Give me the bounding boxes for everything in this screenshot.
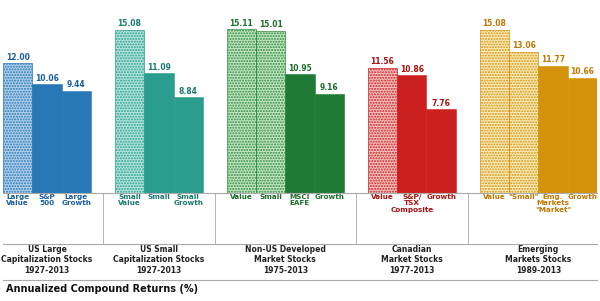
- Bar: [509, 51, 538, 193]
- Bar: [115, 30, 144, 193]
- Text: Value: Value: [230, 194, 253, 200]
- Text: Annualized Compound Returns (%): Annualized Compound Returns (%): [6, 284, 198, 294]
- Bar: [314, 94, 344, 193]
- Text: Small
Value: Small Value: [118, 194, 141, 206]
- Bar: [368, 68, 397, 193]
- Text: 15.08: 15.08: [482, 20, 506, 29]
- Text: Value: Value: [371, 194, 394, 200]
- Text: 15.01: 15.01: [259, 20, 283, 29]
- Bar: [397, 75, 427, 193]
- Text: 9.16: 9.16: [320, 83, 338, 92]
- Text: Non-US Developed
Market Stocks
1975-2013: Non-US Developed Market Stocks 1975-2013: [245, 245, 326, 275]
- Text: 11.09: 11.09: [147, 63, 171, 72]
- Text: 15.11: 15.11: [229, 19, 253, 28]
- Text: Small: Small: [259, 194, 282, 200]
- Text: Large
Value: Large Value: [6, 194, 29, 206]
- Bar: [256, 30, 286, 193]
- Text: 7.76: 7.76: [432, 98, 451, 107]
- Text: Growth: Growth: [426, 194, 456, 200]
- Text: 12.00: 12.00: [6, 53, 29, 62]
- Text: Emerging
Markets Stocks
1989-2013: Emerging Markets Stocks 1989-2013: [505, 245, 571, 275]
- Bar: [479, 30, 509, 193]
- Bar: [173, 97, 203, 193]
- Text: Growth: Growth: [314, 194, 344, 200]
- Text: MSCI
EAFE: MSCI EAFE: [290, 194, 310, 206]
- Text: 10.66: 10.66: [571, 67, 594, 76]
- Bar: [509, 51, 538, 193]
- Text: US Large
Capitalization Stocks
1927-2013: US Large Capitalization Stocks 1927-2013: [1, 245, 92, 275]
- Text: Small: Small: [148, 194, 170, 200]
- Bar: [256, 30, 286, 193]
- Text: Value: Value: [483, 194, 506, 200]
- Text: 15.08: 15.08: [118, 20, 142, 29]
- Bar: [3, 63, 32, 193]
- Text: 11.56: 11.56: [371, 57, 394, 67]
- Text: Emg.
Markets
"Market": Emg. Markets "Market": [535, 194, 571, 213]
- Bar: [286, 74, 314, 193]
- Text: Canadian
Market Stocks
1977-2013: Canadian Market Stocks 1977-2013: [381, 245, 443, 275]
- Text: 8.84: 8.84: [179, 87, 197, 96]
- Text: 10.95: 10.95: [288, 64, 312, 73]
- Text: 13.06: 13.06: [512, 41, 536, 50]
- Bar: [427, 109, 456, 193]
- Text: 10.86: 10.86: [400, 65, 424, 74]
- Text: "Small": "Small": [508, 194, 539, 200]
- Bar: [568, 77, 597, 193]
- Text: S&P
500: S&P 500: [38, 194, 55, 206]
- Bar: [227, 29, 256, 193]
- Text: Growth: Growth: [568, 194, 598, 200]
- Text: 9.44: 9.44: [67, 80, 86, 89]
- Text: Small
Growth: Small Growth: [173, 194, 203, 206]
- Text: S&P/
TSX
Composite: S&P/ TSX Composite: [390, 194, 433, 213]
- Bar: [3, 63, 32, 193]
- Bar: [368, 68, 397, 193]
- Text: Large
Growth: Large Growth: [61, 194, 91, 206]
- Bar: [538, 66, 568, 193]
- Bar: [62, 91, 91, 193]
- Bar: [479, 30, 509, 193]
- Text: 11.77: 11.77: [541, 55, 565, 64]
- Bar: [115, 30, 144, 193]
- Bar: [32, 84, 62, 193]
- Text: US Small
Capitalization Stocks
1927-2013: US Small Capitalization Stocks 1927-2013: [113, 245, 205, 275]
- Bar: [227, 29, 256, 193]
- Text: 10.06: 10.06: [35, 74, 59, 83]
- Bar: [144, 73, 173, 193]
